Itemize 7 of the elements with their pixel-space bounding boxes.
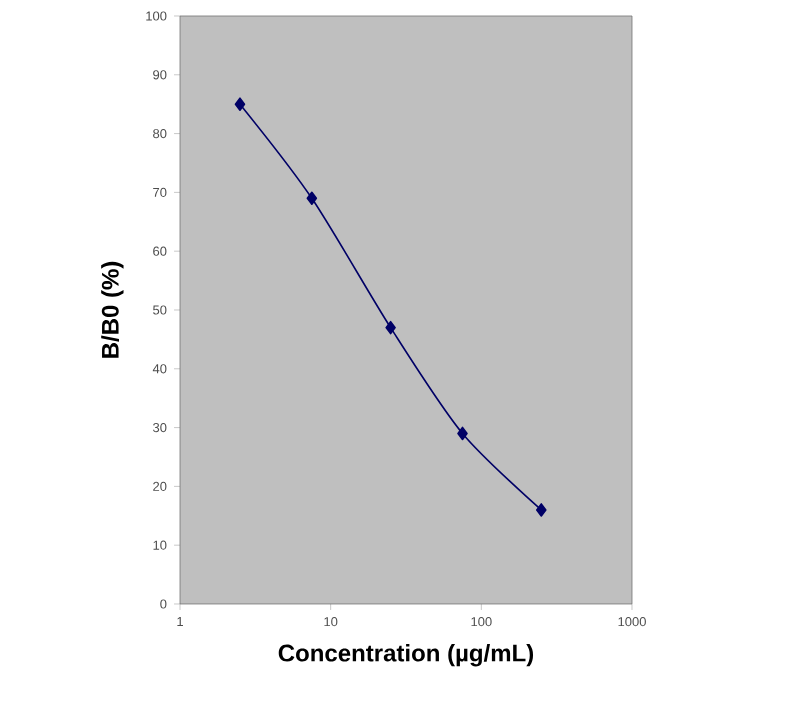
- point: [535, 503, 547, 517]
- y-axis-title: B/B0 (%): [101, 261, 124, 358]
- point: [385, 320, 396, 335]
- point: [234, 97, 246, 111]
- x-axis-title: Concentration (µg/mL): [278, 643, 534, 667]
- point: [457, 426, 468, 441]
- point: [306, 191, 318, 206]
